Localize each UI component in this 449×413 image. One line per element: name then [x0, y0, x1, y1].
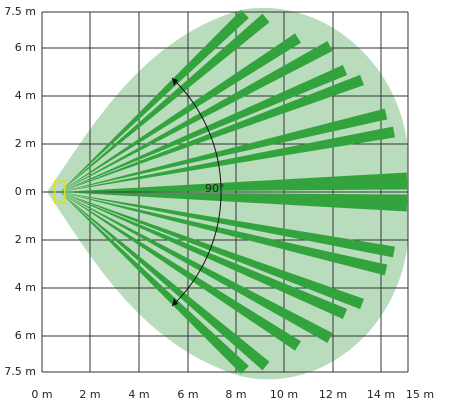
ray — [60, 64, 348, 192]
x-tick-label: 2 m — [79, 388, 100, 401]
ray — [60, 33, 301, 193]
ray — [60, 192, 408, 212]
ray — [60, 126, 395, 192]
ray — [60, 192, 388, 276]
ray — [60, 192, 395, 258]
x-tick-label: 0 m — [31, 388, 52, 401]
ray — [60, 41, 333, 192]
x-tick-label: 6 m — [177, 388, 198, 401]
x-tick-label: 15 m — [406, 388, 434, 401]
y-tick-label: 6 m — [15, 41, 36, 54]
ray — [60, 108, 388, 192]
y-tick-label: 6 m — [15, 329, 36, 342]
y-tick-label: 2 m — [15, 137, 36, 150]
angle-label: 90° — [205, 182, 225, 195]
y-tick-label: 4 m — [15, 89, 36, 102]
ray — [60, 178, 408, 192]
ray — [60, 192, 364, 310]
y-tick-label: 7.5 m — [4, 5, 36, 18]
x-tick-label: 12 m — [319, 388, 347, 401]
y-tick-label: 7.5 m — [4, 365, 36, 378]
detection-rays — [60, 10, 408, 374]
ray — [60, 192, 270, 371]
y-tick-label: 0 m — [15, 185, 36, 198]
ray — [60, 10, 249, 193]
ray — [60, 192, 348, 320]
x-tick-label: 4 m — [128, 388, 149, 401]
ray — [60, 13, 270, 193]
y-tick-label: 4 m — [15, 281, 36, 294]
y-tick-label: 2 m — [15, 233, 36, 246]
x-tick-label: 8 m — [225, 388, 246, 401]
ray — [60, 74, 364, 192]
ray — [60, 192, 249, 374]
ray — [60, 192, 333, 343]
ray — [60, 172, 408, 192]
angle-arc — [171, 77, 222, 307]
ray — [60, 192, 301, 351]
sensor — [54, 180, 66, 204]
x-tick-label: 10 m — [270, 388, 298, 401]
axis-labels: 7.5 m 6 m 4 m 2 m 0 m 2 m 4 m 6 m 7.5 m 0 m 2 m 4 m… — [4, 5, 434, 401]
x-tick-label: 14 m — [367, 388, 395, 401]
